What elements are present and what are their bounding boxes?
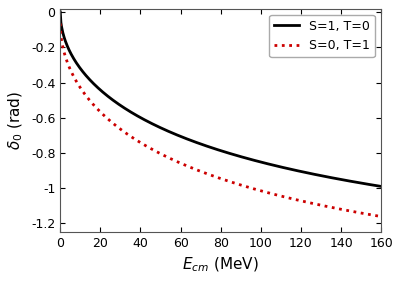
S=0, T=1 bbox=[371, 214, 376, 217]
S=1, T=0 bbox=[58, 10, 63, 14]
Legend: S=1, T=0, S=0, T=1: S=1, T=0, S=0, T=1 bbox=[269, 15, 375, 57]
S=1, T=0 bbox=[249, 158, 254, 161]
S=1, T=0 bbox=[210, 146, 215, 150]
S=0, T=1 bbox=[212, 175, 217, 178]
S=1, T=0 bbox=[321, 175, 326, 178]
S=0, T=1 bbox=[379, 215, 384, 218]
S=1, T=0 bbox=[232, 153, 236, 156]
S=0, T=1 bbox=[210, 174, 215, 178]
Line: S=1, T=0: S=1, T=0 bbox=[60, 12, 381, 186]
Y-axis label: $\delta_0$ (rad): $\delta_0$ (rad) bbox=[7, 91, 25, 150]
S=0, T=1 bbox=[249, 186, 254, 190]
X-axis label: $E_{cm}$ (MeV): $E_{cm}$ (MeV) bbox=[182, 256, 259, 274]
S=1, T=0 bbox=[371, 183, 376, 187]
S=0, T=1 bbox=[58, 22, 63, 25]
S=1, T=0 bbox=[212, 147, 217, 150]
S=0, T=1 bbox=[321, 204, 326, 207]
S=1, T=0 bbox=[379, 185, 384, 188]
S=0, T=1 bbox=[232, 181, 236, 185]
Line: S=0, T=1: S=0, T=1 bbox=[60, 24, 381, 217]
